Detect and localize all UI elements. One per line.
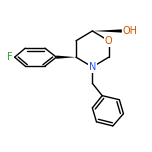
Text: F: F xyxy=(7,52,13,62)
Text: OH: OH xyxy=(123,26,138,36)
Polygon shape xyxy=(92,29,122,33)
Polygon shape xyxy=(56,55,76,59)
Text: N: N xyxy=(89,62,96,72)
Text: O: O xyxy=(105,36,112,46)
